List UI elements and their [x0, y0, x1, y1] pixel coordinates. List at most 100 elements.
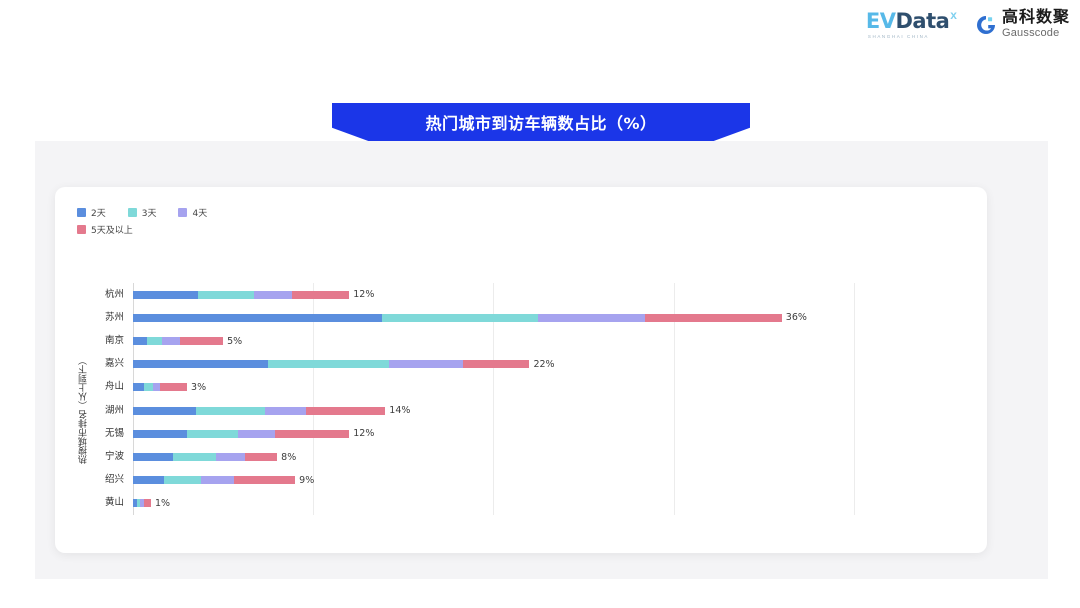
brand-logo-bar: EVData x SHANGHAI CHINA 高科数聚 Gausscode	[865, 8, 1070, 39]
gausscode-logo: 高科数聚 Gausscode	[975, 10, 1070, 39]
bar-segment[interactable]	[143, 499, 151, 508]
bar-segment[interactable]	[197, 290, 254, 299]
bar-segment[interactable]	[233, 476, 296, 485]
legend-item-3days[interactable]: 3天	[127, 206, 156, 219]
stacked-bar[interactable]	[133, 453, 278, 461]
legend-row-secondary: 5天及以上	[77, 223, 377, 236]
legend-label-4days: 4天	[192, 209, 208, 219]
x-gridline	[853, 283, 855, 515]
bar-segment[interactable]	[215, 453, 245, 461]
x-gridline	[493, 283, 495, 515]
chart-bar-row[interactable]: 无锡 12%	[105, 423, 944, 445]
bar-segment[interactable]	[388, 360, 463, 369]
bar-segment[interactable]	[538, 313, 645, 322]
bar-segment[interactable]	[133, 453, 173, 461]
stacked-bar[interactable]	[133, 406, 386, 415]
legend-swatch-4days	[178, 208, 188, 217]
bar-segment[interactable]	[187, 429, 238, 438]
evdata-logo-tagline: SHANGHAI CHINA	[867, 33, 930, 39]
bar-segment[interactable]	[172, 453, 216, 461]
bar-segment[interactable]	[160, 383, 188, 392]
bar-value-label: 12%	[353, 289, 375, 301]
bar-segment[interactable]	[133, 406, 197, 415]
chart-legend: 2天 3天 4天 5天及以上	[77, 206, 377, 240]
title-banner: 热门城市到访车辆数占比（%）	[332, 103, 750, 143]
bar-segment[interactable]	[152, 383, 161, 392]
bar-value-label: 1%	[154, 497, 171, 509]
title-banner-shape: 热门城市到访车辆数占比（%）	[332, 103, 750, 143]
stacked-bar[interactable]	[133, 499, 151, 508]
stacked-bar[interactable]	[133, 429, 350, 438]
page-title: 热门城市到访车辆数占比（%）	[425, 114, 657, 133]
bar-segment[interactable]	[133, 360, 269, 369]
gausscode-logo-en: Gausscode	[1001, 27, 1060, 39]
plot-area: 杭州 12% 苏州 36% 南京 5% 嘉兴 22% 舟山 3% 湖州 14% 无锡 12% 宁波 8% 绍兴 9…	[105, 283, 944, 515]
bar-segment[interactable]	[201, 476, 234, 485]
bar-segment[interactable]	[237, 429, 276, 438]
category-label: 无锡	[104, 427, 124, 439]
bar-segment[interactable]	[140, 499, 144, 508]
bar-segment[interactable]	[291, 290, 350, 299]
bar-segment[interactable]	[133, 429, 188, 438]
bar-segment[interactable]	[264, 406, 306, 415]
bar-segment[interactable]	[163, 476, 202, 485]
bar-segment[interactable]	[161, 337, 180, 345]
bar-segment[interactable]	[133, 383, 144, 392]
chart-bar-row[interactable]: 杭州 12%	[105, 284, 944, 306]
chart-bar-row[interactable]: 宁波 8%	[105, 446, 944, 468]
evdata-wordmark: EVData x	[865, 8, 957, 33]
category-label: 南京	[104, 335, 124, 346]
bar-segment[interactable]	[136, 499, 141, 508]
legend-item-5days-plus[interactable]: 5天及以上	[77, 223, 133, 236]
stacked-bar[interactable]	[133, 476, 296, 485]
chart-bar-row[interactable]: 苏州 36%	[105, 307, 944, 329]
bar-segment[interactable]	[196, 406, 265, 415]
stacked-bar[interactable]	[133, 337, 224, 345]
bar-segment[interactable]	[381, 313, 539, 322]
category-label: 宁波	[104, 451, 124, 462]
legend-swatch-5days-plus	[77, 225, 86, 234]
legend-item-4days[interactable]: 4天	[178, 206, 207, 219]
stacked-bar[interactable]	[133, 360, 530, 369]
chart-bar-row[interactable]: 湖州 14%	[105, 400, 944, 422]
legend-swatch-2days	[77, 208, 86, 217]
bar-segment[interactable]	[133, 313, 382, 322]
legend-label-2days: 2天	[91, 209, 106, 219]
chart-bar-row[interactable]: 黄山 1%	[105, 492, 944, 514]
category-label: 嘉兴	[104, 358, 124, 370]
bar-segment[interactable]	[143, 383, 153, 392]
bar-segment[interactable]	[268, 360, 389, 369]
bar-segment[interactable]	[179, 337, 224, 345]
evdata-logo-prefix: EV	[865, 8, 896, 33]
gausscode-logo-text: 高科数聚 Gausscode	[1002, 10, 1070, 39]
category-label: 舟山	[104, 381, 124, 393]
chart-bar-row[interactable]: 绍兴 9%	[105, 469, 944, 491]
bar-value-label: 3%	[191, 381, 207, 393]
chart-bar-row[interactable]: 南京 5%	[105, 330, 944, 352]
bar-segment[interactable]	[462, 360, 530, 369]
bar-segment[interactable]	[147, 337, 162, 345]
bar-value-label: 12%	[353, 428, 375, 440]
bar-segment[interactable]	[133, 476, 164, 485]
evdata-logo: EVData x SHANGHAI CHINA	[865, 8, 957, 39]
category-label: 湖州	[104, 404, 124, 416]
y-axis-line	[133, 283, 134, 515]
chart-bar-row[interactable]: 嘉兴 22%	[105, 353, 944, 375]
stacked-bar[interactable]	[133, 290, 350, 299]
bar-segment[interactable]	[133, 337, 148, 345]
bar-segment[interactable]	[305, 406, 386, 415]
bar-segment[interactable]	[244, 453, 278, 461]
bar-value-label: 22%	[533, 358, 555, 370]
bar-segment[interactable]	[253, 290, 292, 299]
bar-segment[interactable]	[133, 290, 198, 299]
gausscode-logo-icon	[975, 14, 997, 36]
legend-row-primary: 2天 3天 4天	[77, 206, 377, 219]
bar-segment[interactable]	[133, 499, 137, 508]
stacked-bar[interactable]	[133, 313, 782, 322]
bar-segment[interactable]	[275, 429, 350, 438]
chart-bar-row[interactable]: 舟山 3%	[105, 376, 944, 398]
legend-item-2days[interactable]: 2天	[77, 206, 106, 219]
bar-segment[interactable]	[644, 313, 782, 322]
stacked-bar[interactable]	[133, 383, 188, 392]
evdata-logo-suffix: Data	[895, 8, 950, 33]
